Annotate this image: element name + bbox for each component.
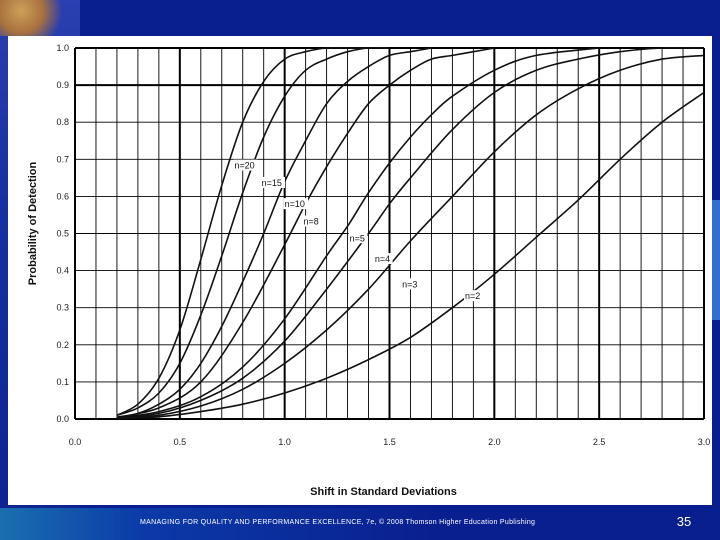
slide-right-tab [712, 200, 720, 320]
curve-label-bg [283, 198, 309, 210]
grid [74, 47, 705, 420]
y-tick-label: 0.6 [56, 191, 69, 201]
curve-label-bg [401, 278, 420, 290]
chart-panel: 0.0 0.5 1.0 1.5 2.0 2.5 3.0 0.0 0.1 0.2 0.3 0.4 0.5… [8, 36, 712, 505]
y-tick-label: 0.9 [56, 80, 69, 90]
curve-label-bg [348, 232, 368, 244]
y-tick-label: 0.5 [56, 229, 69, 239]
x-axis-title: Shift in Standard Deviations [310, 486, 457, 498]
curve-label-n-3: n=3 [402, 279, 417, 289]
oc-curve-chart: 0.0 0.5 1.0 1.5 2.0 2.5 3.0 0.0 0.1 0.2 0.3 0.4 0.5… [27, 43, 711, 498]
y-tick-label: 0.8 [56, 117, 69, 127]
series-line-n-4 [116, 46, 705, 420]
y-tick-labels: 0.0 0.1 0.2 0.3 0.4 0.5 0.6 0.7 0.8 0.9 1.0 [56, 43, 69, 424]
series-line-n-3 [116, 54, 705, 420]
curve-label-n-20: n=20 [234, 161, 254, 171]
x-tick-label: 0.5 [174, 437, 187, 447]
x-tick-label: 1.5 [383, 437, 396, 447]
series-line-n-8 [116, 47, 495, 419]
x-tick-labels: 0.0 0.5 1.0 1.5 2.0 2.5 3.0 [69, 437, 711, 447]
y-axis-title: Probability of Detection [27, 161, 39, 285]
curve-label-bg [463, 290, 483, 302]
y-tick-label: 0.1 [56, 377, 69, 387]
x-tick-label: 2.0 [488, 437, 501, 447]
y-tick-label: 1.0 [56, 43, 69, 53]
slide-corner-logo [0, 0, 70, 36]
curve-label-bg [302, 215, 322, 227]
x-tick-label: 1.0 [278, 437, 291, 447]
series-line-n-10 [116, 47, 432, 418]
curve-label-n-5: n=5 [350, 233, 365, 243]
y-tick-label: 0.2 [56, 340, 69, 350]
x-tick-label: 3.0 [698, 437, 711, 447]
series-line-n-15 [116, 46, 390, 417]
curve-label-n-15: n=15 [262, 178, 282, 188]
curve-labels: n=20 n=15 n=10 n=8 n=5 n=4 n=3 n=2 [233, 159, 483, 302]
y-tick-label: 0.0 [56, 414, 69, 424]
curve-label-bg [260, 177, 286, 189]
y-tick-label: 0.7 [56, 154, 69, 164]
curve-label-bg [233, 159, 258, 171]
series-line-n-20 [116, 46, 369, 417]
series-line-n-5 [116, 47, 600, 419]
footer-copyright: MANAGING FOR QUALITY AND PERFORMANCE EXC… [140, 519, 536, 526]
y-tick-label: 0.3 [56, 303, 69, 313]
series-line-n-2 [116, 91, 705, 420]
page-number: 35 [676, 514, 692, 529]
curve-label-n-2: n=2 [465, 291, 480, 301]
curve-label-n-10: n=10 [285, 199, 305, 209]
curve-label-bg [373, 253, 393, 265]
x-tick-label: 0.0 [69, 437, 82, 447]
curve-label-n-8: n=8 [304, 217, 319, 227]
curve-label-n-4: n=4 [375, 254, 390, 264]
x-tick-label: 2.5 [593, 437, 606, 447]
y-tick-label: 0.4 [56, 266, 69, 276]
slide-bottom-band [0, 508, 720, 540]
